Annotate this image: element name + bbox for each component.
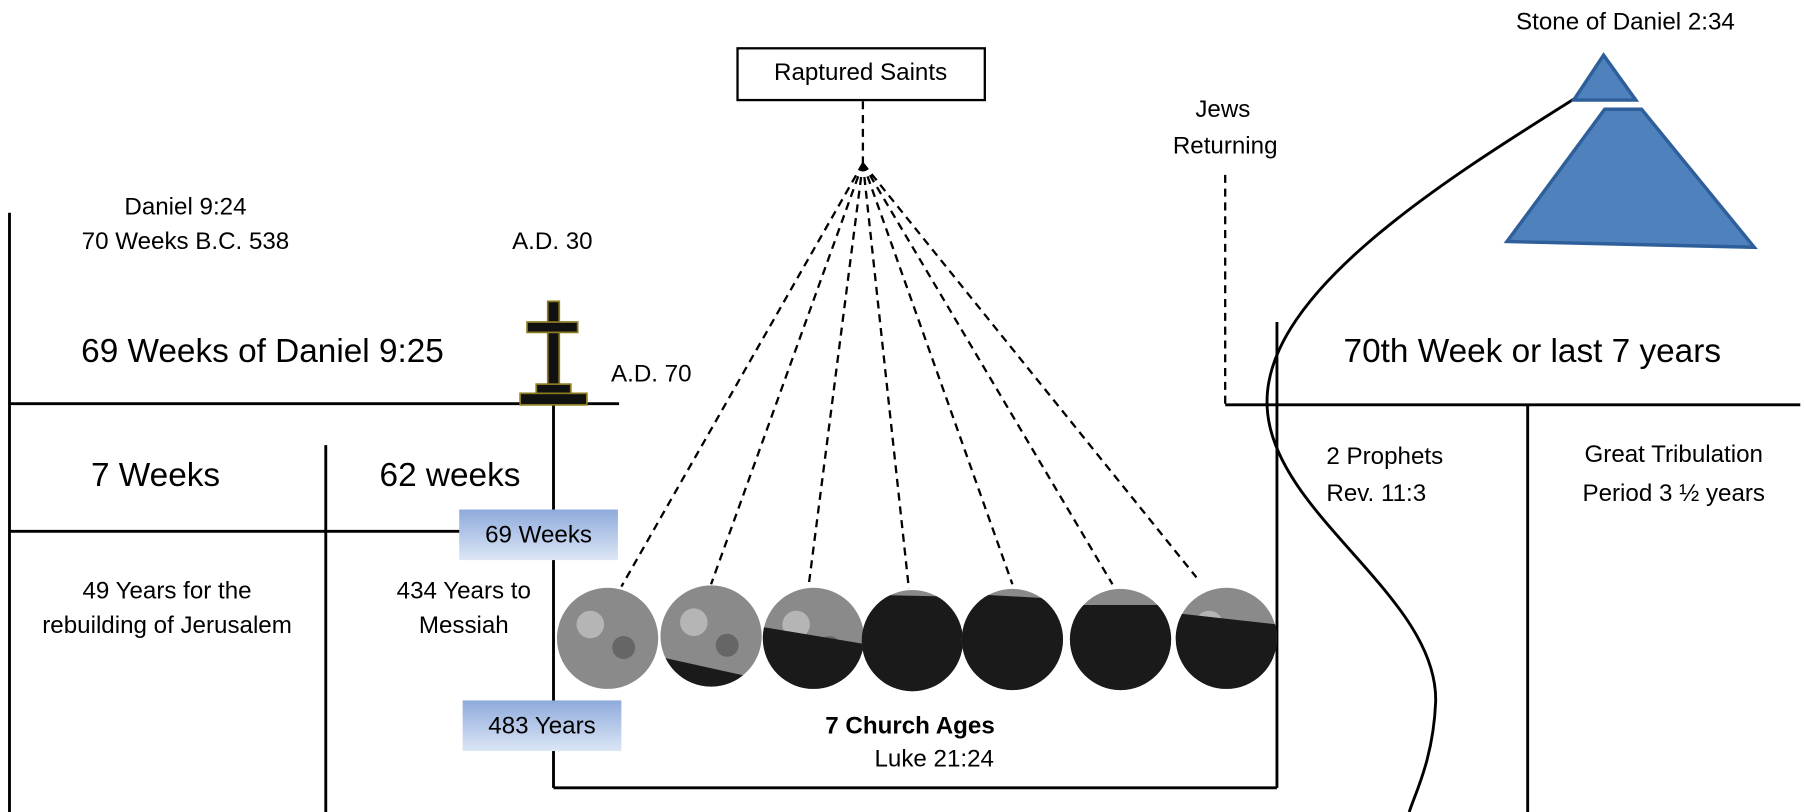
moon-shadow (861, 595, 965, 693)
label: Luke 21:24 (874, 746, 993, 773)
moon (861, 589, 965, 693)
stone (1507, 55, 1754, 247)
moon-body (762, 587, 866, 691)
label: Raptured Saints (774, 59, 947, 86)
moon (762, 587, 866, 691)
label: 70 Weeks B.C. 538 (82, 228, 290, 255)
label: 434 Years to (397, 578, 531, 605)
label: Returning (1173, 133, 1278, 160)
label: rebuilding of Jerusalem (42, 612, 292, 639)
moon (1069, 588, 1173, 692)
moons (556, 584, 1278, 701)
moon-crater (716, 634, 739, 657)
moon-body (1069, 588, 1173, 692)
label: A.D. 30 (512, 228, 593, 255)
label: Period 3 ½ years (1582, 480, 1765, 507)
label: 69 Weeks of Daniel 9:25 (81, 333, 444, 370)
moon-body (556, 587, 660, 702)
label: 7 Weeks (91, 457, 220, 494)
moon (556, 587, 660, 702)
lines (9, 92, 1800, 812)
label: 49 Years for the (82, 578, 251, 605)
moon-body (659, 584, 763, 688)
label: Rev. 11:3 (1326, 480, 1426, 507)
page: Stone of Daniel 2:34 Raptured Saints Jew… (0, 0, 1804, 812)
label: 69 Weeks (485, 521, 592, 548)
label: A.D. 70 (611, 360, 692, 387)
label: 2 Prophets (1326, 443, 1443, 470)
label: Great Tribulation (1585, 441, 1763, 468)
label: 62 weeks (380, 457, 521, 494)
diagram: Stone of Daniel 2:34 Raptured Saints Jew… (0, 0, 1804, 812)
moon-lit (556, 587, 660, 691)
moon-crater (577, 611, 605, 639)
moon-body (961, 588, 1065, 692)
moon-body (1175, 587, 1279, 691)
moon-body (861, 589, 965, 693)
moon (1175, 587, 1279, 691)
moon (659, 584, 763, 688)
label: Jews (1195, 96, 1250, 123)
label: Stone of Daniel 2:34 (1516, 8, 1735, 35)
cross (520, 301, 587, 405)
moon-crater (680, 608, 708, 636)
label: 483 Years (488, 712, 595, 739)
label: Messiah (419, 612, 509, 639)
moon-shadow (961, 593, 1065, 691)
label: 7 Church Ages (825, 712, 994, 739)
moon-shadow (1069, 605, 1173, 691)
label: 70th Week or last 7 years (1344, 333, 1721, 370)
moon-crater (612, 636, 635, 659)
moon (961, 588, 1065, 692)
moon-shadow (1175, 613, 1279, 690)
label: Daniel 9:24 (124, 194, 246, 221)
